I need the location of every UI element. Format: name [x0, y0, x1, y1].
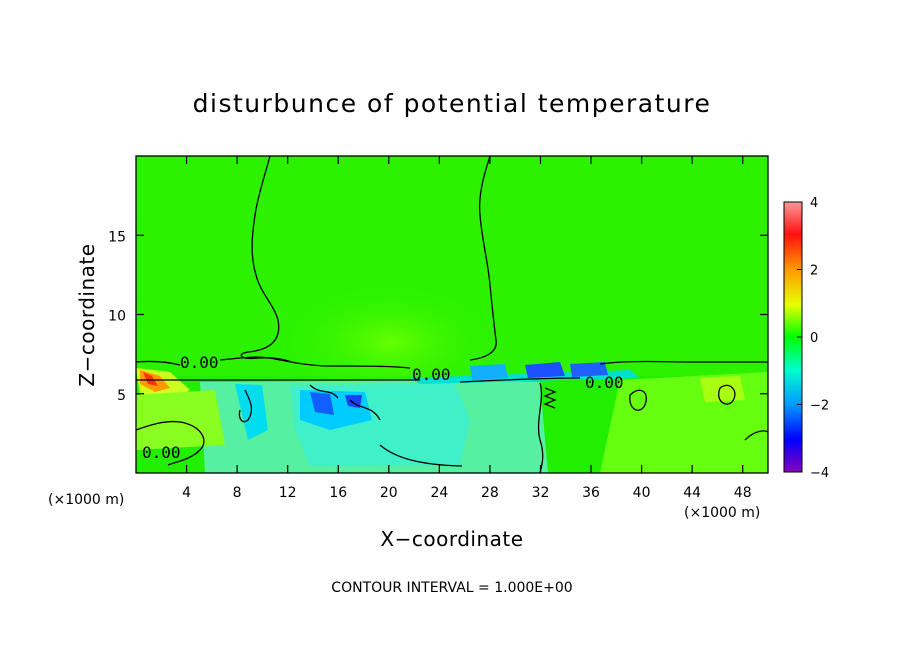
x-tick-label: 12: [279, 485, 297, 501]
interface-blue-3: [470, 364, 508, 380]
x-unit-right: (×1000 m): [684, 505, 760, 521]
x-tick-label: 40: [633, 485, 651, 501]
colorbar-tick-label: −2: [810, 399, 829, 414]
x-axis-label: X−coordinate: [380, 527, 523, 551]
contour-lines: [136, 156, 768, 473]
x-tick-label: 16: [329, 485, 347, 501]
contour-small-loops: [238, 384, 381, 423]
y-tick-label: 10: [108, 309, 126, 325]
warm-spot-right: [700, 376, 745, 402]
potential-temperature-field: [136, 156, 768, 473]
contour-zero-right-plume: [469, 156, 497, 361]
contour-right-blobs: [629, 384, 736, 411]
warm-patch-left-hot: [143, 372, 158, 386]
colorbar-tick-label: 2: [810, 264, 818, 279]
x-tick-label: 32: [532, 485, 550, 501]
y-tick-label: 15: [108, 229, 126, 245]
x-tick-label: 4: [182, 485, 191, 501]
contour-label-2: 0.00: [412, 365, 451, 384]
x-tick-label: 20: [380, 485, 398, 501]
contour-zero-bottom-arc: [379, 444, 463, 467]
x-tick-label: 44: [683, 485, 701, 501]
x-tick-label: 24: [430, 485, 448, 501]
contour-squiggle-right: [543, 387, 557, 409]
x-tick-label: 36: [582, 485, 600, 501]
x-tick-label: 28: [481, 485, 499, 501]
warm-bulge: [280, 270, 500, 390]
colorbar-tick-label: 0: [810, 331, 818, 346]
warm-band-lower-left: [136, 390, 225, 450]
cold-patch-b: [310, 392, 334, 415]
contour-interval-note: CONTOUR INTERVAL = 1.000E+00: [331, 580, 572, 596]
contour-zero-right-column: [537, 382, 544, 473]
contour-zero-lower-left: [136, 420, 205, 466]
x-axis-ticks: 4 8 12 16 20 24 28 32 36 40 44 48: [182, 156, 752, 501]
contour-label-1: 0.00: [180, 353, 219, 372]
x-tick-label: 8: [233, 485, 242, 501]
y-tick-label: 5: [117, 388, 126, 404]
y-axis-ticks: 5 10 15: [108, 229, 768, 404]
colorbar-ticks: 4 2 0 −2 −4: [797, 196, 829, 481]
x-tick-label: 48: [734, 485, 752, 501]
contour-label-3: 0.00: [585, 373, 624, 392]
contour-label-4: 0.00: [142, 443, 181, 462]
contour-zero-interface-left: [136, 356, 411, 369]
contour-labels: 0.00 0.00 0.00 0.00: [142, 353, 624, 462]
interface-blue-1: [525, 362, 565, 378]
contour-zero-interface-right: [599, 360, 768, 365]
y-axis-label: Z−coordinate: [75, 243, 99, 386]
interface-blue-2: [570, 362, 608, 377]
colorbar-tick-label: 4: [810, 196, 818, 211]
colorbar-tick-label: −4: [810, 466, 829, 481]
contour-zero-layer-base: [136, 377, 581, 383]
contour-right-lower: [744, 430, 768, 441]
warm-area-right: [600, 372, 768, 473]
chart-title: disturbunce of potential temperature: [193, 89, 712, 118]
x-unit-left: (×1000 m): [48, 492, 124, 508]
